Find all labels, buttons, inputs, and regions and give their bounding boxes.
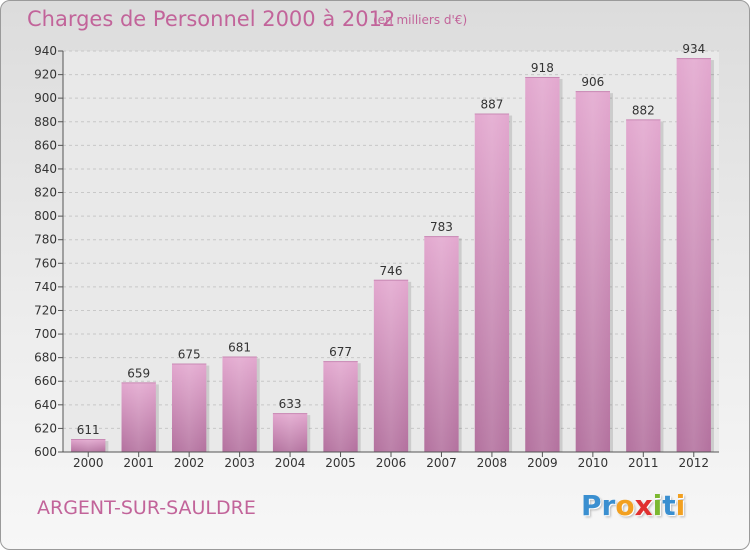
x-tick-label: 2007 xyxy=(426,456,457,470)
y-tick-label: 880 xyxy=(34,115,57,129)
bar-shine xyxy=(121,382,156,452)
y-tick-label: 640 xyxy=(34,398,57,412)
bar-shine xyxy=(525,76,560,453)
value-label: 934 xyxy=(682,42,705,56)
logo-letter: t xyxy=(662,489,676,522)
y-tick-label: 600 xyxy=(34,445,57,459)
x-tick-label: 2004 xyxy=(275,456,306,470)
y-tick-label: 740 xyxy=(34,280,57,294)
y-tick-label: 700 xyxy=(34,327,57,341)
y-tick-label: 900 xyxy=(34,91,57,105)
y-tick-label: 840 xyxy=(34,162,57,176)
x-tick-label: 2001 xyxy=(123,456,154,470)
y-tick-label: 860 xyxy=(34,138,57,152)
bar-shine xyxy=(222,356,257,452)
value-label: 681 xyxy=(228,340,251,354)
value-label: 783 xyxy=(430,220,453,234)
logo-letter: i xyxy=(652,489,663,522)
y-tick-label: 920 xyxy=(34,68,57,82)
value-label: 611 xyxy=(77,423,100,437)
x-tick-label: 2005 xyxy=(325,456,356,470)
value-label: 746 xyxy=(380,264,403,278)
proxiti-logo[interactable]: Proxiti xyxy=(581,489,685,522)
y-tick-label: 760 xyxy=(34,256,57,270)
value-label: 918 xyxy=(531,61,554,75)
y-tick-label: 720 xyxy=(34,303,57,317)
value-label: 887 xyxy=(480,98,503,112)
axes: 600 620 640 660 680 700 720 740 760 780 800 820 840 8… xyxy=(34,44,719,470)
chart-title: Charges de Personnel 2000 à 2012 xyxy=(27,7,396,31)
bar-shine xyxy=(323,361,358,452)
value-labels: 611 659 675 681 633 677 746 783 887 918 906 882 934 xyxy=(77,42,705,437)
x-tick-label: 2000 xyxy=(73,456,104,470)
value-label: 677 xyxy=(329,345,352,359)
logo-letter: o xyxy=(615,489,635,522)
y-tick-label: 940 xyxy=(34,44,57,58)
bar-shine xyxy=(626,119,661,452)
y-tick-label: 680 xyxy=(34,351,57,365)
x-tick-label: 2002 xyxy=(174,456,205,470)
value-label: 659 xyxy=(127,366,150,380)
bar-shine xyxy=(424,236,459,452)
bars xyxy=(71,58,714,453)
y-tick-label: 620 xyxy=(34,421,57,435)
logo-letter: r xyxy=(601,489,616,522)
x-tick-label: 2006 xyxy=(376,456,407,470)
bar-shine xyxy=(676,58,711,452)
x-tick-label: 2009 xyxy=(527,456,558,470)
x-tick-label: 2008 xyxy=(477,456,508,470)
value-label: 906 xyxy=(581,75,604,89)
y-tick-label: 800 xyxy=(34,209,57,223)
bar-shine xyxy=(272,413,308,452)
logo-letter: x xyxy=(634,489,653,522)
x-tick-label: 2012 xyxy=(678,456,709,470)
value-label: 633 xyxy=(279,397,302,411)
chart-subtitle: (en milliers d'€) xyxy=(373,13,468,27)
logo-letter: i xyxy=(675,489,686,522)
logo-letter: P xyxy=(581,489,602,522)
y-tick-label: 820 xyxy=(34,186,57,200)
y-tick-label: 780 xyxy=(34,233,57,247)
y-tick-label: 660 xyxy=(34,374,57,388)
bar-shine xyxy=(71,439,106,452)
x-tick-label: 2010 xyxy=(578,456,609,470)
bar-shine xyxy=(575,91,611,452)
value-label: 675 xyxy=(178,348,201,362)
bar-shine xyxy=(474,113,510,453)
bar-shine xyxy=(373,279,409,452)
x-tick-label: 2011 xyxy=(628,456,659,470)
location-label: ARGENT-SUR-SAULDRE xyxy=(37,497,256,519)
value-label: 882 xyxy=(632,103,655,117)
x-tick-label: 2003 xyxy=(224,456,255,470)
bar-shine xyxy=(171,363,207,452)
